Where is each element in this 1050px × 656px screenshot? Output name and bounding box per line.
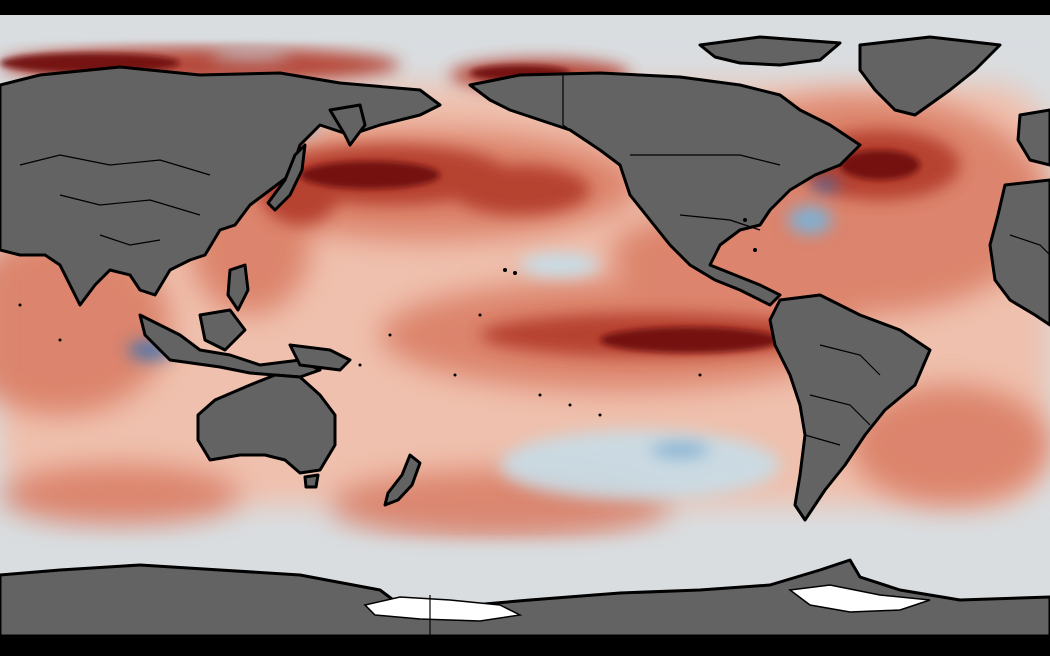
pacific-islands: [18, 218, 757, 417]
philippines-islands: [226, 263, 250, 312]
africa-landmass: [988, 178, 1050, 327]
arctic-band: [0, 15, 1050, 41]
tasmania-island: [303, 473, 320, 489]
new-zealand-islands: [383, 453, 422, 507]
south-america-landmass: [768, 293, 932, 522]
kamchatka-peninsula: [328, 103, 367, 147]
letterbox-bottom: [0, 636, 1050, 656]
japan-island: [266, 143, 307, 212]
ross-ice-shelf: [363, 596, 523, 622]
europe-west-landmass: [1016, 108, 1050, 167]
cool-field: [128, 51, 839, 500]
canadian-archipelago: [698, 35, 842, 67]
indonesia-islands: [138, 313, 322, 379]
greenland-landmass: [858, 35, 1002, 117]
new-guinea-island: [288, 343, 352, 372]
map-canvas: [0, 15, 1050, 636]
weddell-ice-shelf: [788, 584, 931, 613]
eurasia-landmass: [0, 65, 442, 307]
antarctica-landmass: [0, 558, 1050, 636]
australia-landmass: [196, 373, 337, 475]
political-borders: [19, 75, 1050, 636]
borneo-island: [198, 308, 247, 352]
sst-anomaly-map: [0, 15, 1050, 636]
letterbox-top: [0, 0, 1050, 15]
